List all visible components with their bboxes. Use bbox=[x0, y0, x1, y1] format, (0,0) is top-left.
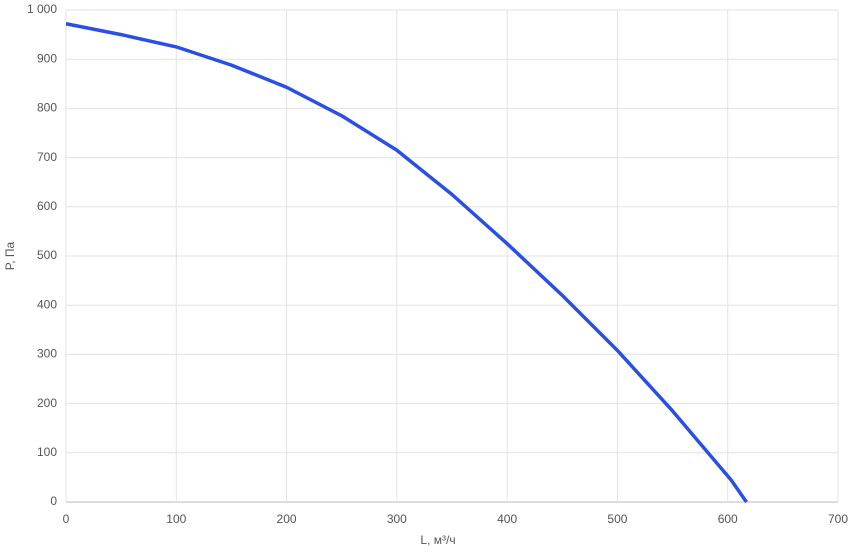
x-tick-label: 500 bbox=[607, 512, 627, 526]
x-tick-label: 0 bbox=[63, 512, 70, 526]
x-tick-label: 400 bbox=[497, 512, 517, 526]
data-line bbox=[65, 22, 748, 504]
y-tick-label: 400 bbox=[37, 297, 57, 311]
y-tick-label: 200 bbox=[37, 396, 57, 410]
y-tick-label: 700 bbox=[37, 150, 57, 164]
y-tick-label: 1 000 bbox=[27, 2, 57, 16]
y-tick-label: 100 bbox=[37, 445, 57, 459]
y-tick-label: 600 bbox=[37, 199, 57, 213]
x-tick-label: 600 bbox=[718, 512, 738, 526]
x-axis-title: L, м³/ч bbox=[420, 533, 455, 547]
y-tick-label: 800 bbox=[37, 101, 57, 115]
y-tick-label: 500 bbox=[37, 248, 57, 262]
y-axis-title: P, Па bbox=[3, 241, 17, 270]
x-tick-label: 100 bbox=[166, 512, 186, 526]
x-tick-label: 700 bbox=[828, 512, 848, 526]
x-tick-label: 200 bbox=[277, 512, 297, 526]
x-tick-label: 300 bbox=[387, 512, 407, 526]
y-tick-label: 300 bbox=[37, 347, 57, 361]
y-tick-label: 0 bbox=[50, 494, 57, 508]
y-tick-label: 900 bbox=[37, 51, 57, 65]
